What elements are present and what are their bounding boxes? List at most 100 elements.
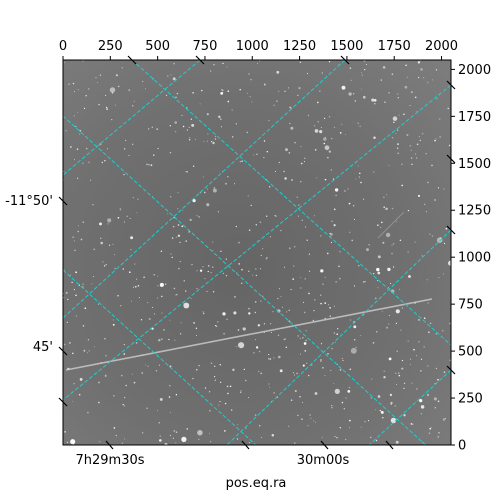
right-tick-label: 1000 [458, 251, 491, 266]
star [303, 311, 306, 314]
sky-background [63, 60, 451, 445]
right-tick-label: 1750 [458, 110, 491, 125]
star [381, 221, 383, 224]
star [65, 291, 68, 294]
star [397, 97, 399, 99]
star [248, 270, 250, 272]
star [252, 274, 253, 276]
world-coordinate-ticks [58, 55, 456, 450]
star [222, 90, 224, 92]
star [273, 357, 275, 359]
star [371, 98, 375, 102]
star [273, 104, 275, 106]
star [429, 427, 432, 430]
star [206, 113, 209, 116]
star [303, 301, 305, 303]
star [242, 327, 246, 331]
star [63, 343, 66, 346]
star [439, 118, 441, 120]
star [418, 136, 420, 138]
star [247, 397, 249, 398]
star [117, 294, 119, 297]
star [304, 350, 307, 352]
star [283, 170, 285, 173]
star [87, 352, 89, 354]
star [421, 255, 423, 257]
star [427, 82, 429, 84]
star [328, 116, 331, 118]
star [213, 365, 216, 368]
star [255, 346, 259, 349]
star [425, 211, 427, 213]
star [74, 249, 76, 251]
star [115, 434, 117, 437]
star [181, 225, 184, 228]
star [351, 239, 354, 242]
star [422, 441, 424, 443]
star [130, 300, 133, 302]
star [196, 335, 197, 336]
star [128, 89, 130, 91]
star [95, 77, 97, 79]
star [398, 374, 401, 377]
star [113, 427, 116, 429]
star [161, 338, 163, 340]
star [403, 387, 405, 389]
star [339, 427, 341, 429]
star [159, 282, 164, 287]
star [384, 208, 386, 210]
star [182, 209, 184, 211]
star [174, 294, 176, 296]
star [248, 441, 251, 444]
star [390, 403, 392, 405]
star [434, 407, 436, 409]
star [320, 343, 323, 345]
sky-image [63, 60, 451, 445]
star [427, 302, 429, 304]
star [245, 427, 247, 429]
star [341, 123, 343, 125]
star [72, 401, 74, 402]
star [353, 218, 356, 220]
star [85, 147, 88, 150]
star [409, 358, 412, 360]
right-tick-label: 0 [458, 439, 466, 454]
star [169, 434, 172, 437]
star [194, 138, 196, 140]
star [82, 325, 85, 327]
star [286, 311, 288, 313]
star [298, 215, 299, 217]
star [123, 173, 125, 176]
star [172, 77, 176, 81]
star [174, 121, 177, 124]
star [167, 213, 169, 215]
star [328, 60, 331, 63]
star [76, 148, 79, 150]
star [334, 188, 339, 192]
star [448, 260, 451, 266]
star [320, 360, 322, 362]
star [177, 208, 179, 210]
star [438, 431, 440, 434]
grid-line [226, 229, 451, 445]
star [105, 264, 107, 266]
right-tick-label: 1250 [458, 204, 491, 219]
star [226, 385, 229, 388]
star [277, 298, 279, 300]
star [146, 407, 148, 409]
star [283, 338, 286, 341]
star [121, 442, 123, 444]
star [330, 241, 333, 243]
star [193, 321, 196, 324]
star [109, 244, 111, 246]
star [444, 417, 447, 420]
star [416, 111, 418, 112]
star [345, 438, 347, 441]
star [376, 280, 378, 282]
star [419, 398, 423, 403]
star [170, 412, 171, 413]
star [207, 265, 210, 267]
star [349, 231, 351, 233]
star [216, 325, 218, 327]
star [134, 263, 136, 265]
